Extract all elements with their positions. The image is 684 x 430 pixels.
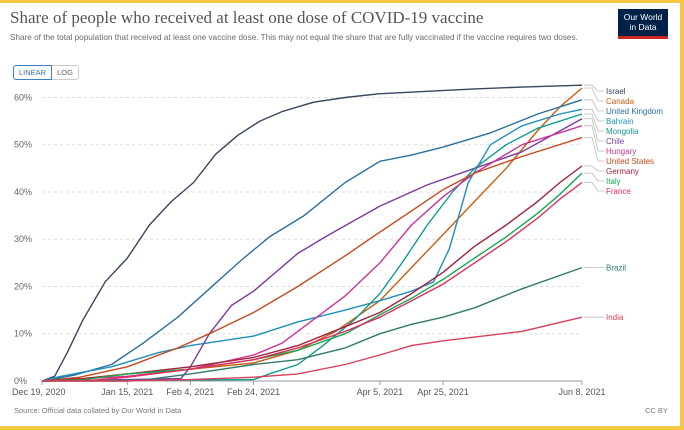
x-tick-label: Apr 5, 2021: [357, 387, 404, 397]
series-label: Bahrain: [606, 117, 634, 126]
series-lines: [41, 84, 583, 382]
label-connector: [584, 113, 604, 132]
x-tick-label: Dec 19, 2020: [12, 387, 66, 397]
y-tick-label: 50%: [14, 140, 32, 150]
y-tick-label: 20%: [14, 281, 32, 291]
label-connector: [584, 84, 604, 92]
x-tick-label: Jan 15, 2021: [101, 387, 153, 397]
y-tick-label: 10%: [14, 329, 32, 339]
series-label: Mongolia: [606, 127, 639, 136]
y-tick-label: 40%: [14, 187, 32, 197]
chart-subtitle: Share of the total population that recei…: [10, 33, 578, 42]
left-edge: [0, 3, 4, 426]
y-tick-label: 60%: [14, 92, 32, 102]
series-label: Germany: [606, 167, 639, 176]
series-line: [41, 99, 583, 382]
scale-toggle: LINEAR LOG: [13, 65, 79, 80]
series-label: United Kingdom: [606, 107, 663, 116]
series-label: India: [606, 313, 624, 322]
label-connector: [584, 137, 604, 162]
series-label: Brazil: [606, 264, 626, 273]
owid-logo[interactable]: Our World in Data: [618, 9, 668, 39]
label-connector: [584, 125, 604, 152]
x-axis-ticks: Dec 19, 2020 Jan 15, 2021 Feb 4, 2021 Feb 2…: [12, 381, 606, 397]
series-label: Hungary: [606, 147, 636, 156]
series-line: [41, 172, 583, 382]
series-label: Canada: [606, 97, 635, 106]
gridlines: [42, 96, 582, 382]
series-label: Israel: [606, 87, 626, 96]
chart-svg: 0% 10% 20% 30% 40% 50% 60% Dec 19, 2020 Jan 15,…: [12, 84, 663, 397]
label-connector: [584, 99, 604, 112]
chart-title: Share of people who received at least on…: [10, 8, 484, 27]
series-label: Italy: [606, 177, 621, 186]
label-connector: [584, 118, 604, 142]
logo-line-2: in Data: [629, 21, 657, 32]
x-tick-label: Feb 4, 2021: [166, 387, 214, 397]
series-label: Chile: [606, 137, 625, 146]
series-label: France: [606, 187, 631, 196]
source-note[interactable]: Source: Official data collated by Our Wo…: [14, 406, 182, 415]
label-connector: [584, 108, 604, 122]
series-line: [41, 113, 583, 382]
chart-card: 0% 10% 20% 30% 40% 50% 60% Dec 19, 2020 Jan 15,…: [4, 3, 680, 426]
series-label: United States: [606, 157, 654, 166]
label-connector: [584, 182, 604, 192]
series-line: [41, 181, 583, 382]
y-axis-ticks: 0% 10% 20% 30% 40% 50% 60%: [14, 92, 32, 386]
log-button[interactable]: LOG: [52, 65, 79, 80]
series-line: [41, 108, 583, 382]
logo-line-1: Our World: [623, 12, 663, 22]
x-tick-label: Jun 8, 2021: [558, 387, 605, 397]
label-connector: [584, 172, 604, 182]
y-tick-label: 0%: [14, 376, 27, 386]
series-line: [41, 87, 583, 382]
label-connector: [584, 87, 604, 102]
series-line: [41, 84, 583, 382]
x-tick-label: Feb 24, 2021: [227, 387, 280, 397]
x-tick-label: Apr 25, 2021: [417, 387, 469, 397]
series-line: [41, 165, 583, 382]
y-tick-label: 30%: [14, 234, 32, 244]
license-link[interactable]: CC BY: [645, 406, 668, 415]
series-line: [41, 136, 583, 382]
linear-button[interactable]: LINEAR: [13, 65, 53, 80]
label-connector: [584, 165, 604, 172]
series-line: [42, 316, 583, 382]
